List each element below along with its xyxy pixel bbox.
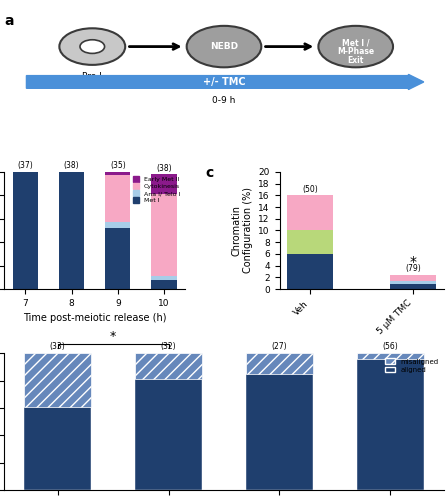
Y-axis label: Chromatin
Configuration (%): Chromatin Configuration (%) — [231, 188, 253, 274]
Bar — [151, 194, 177, 276]
Circle shape — [319, 26, 393, 68]
Bar — [105, 222, 130, 228]
Bar — [287, 196, 333, 230]
Legend: Early Met II, Cytokinesis, Ana I/ Telo I, Met I: Early Met II, Cytokinesis, Ana I/ Telo I… — [132, 175, 182, 204]
Bar — [151, 280, 177, 289]
Text: M-Phase: M-Phase — [337, 48, 374, 56]
Bar — [390, 275, 436, 281]
Bar — [357, 354, 423, 359]
Text: (56): (56) — [383, 342, 398, 351]
Circle shape — [80, 40, 104, 54]
Bar — [13, 172, 38, 289]
Text: Met I /: Met I / — [342, 38, 370, 48]
Text: Exit: Exit — [348, 56, 364, 65]
Bar — [287, 230, 333, 254]
X-axis label: Time post-meiotic release (h): Time post-meiotic release (h) — [23, 314, 166, 324]
Bar — [390, 281, 436, 284]
FancyArrow shape — [26, 74, 424, 90]
Text: (35): (35) — [110, 161, 125, 170]
Text: NEBD: NEBD — [210, 42, 238, 51]
Text: *: * — [409, 254, 417, 268]
Bar — [135, 354, 202, 380]
Bar — [357, 359, 423, 490]
Text: *: * — [110, 330, 116, 343]
Text: (27): (27) — [271, 342, 287, 351]
Bar — [151, 174, 177, 194]
Text: (38): (38) — [64, 161, 79, 170]
Bar — [105, 228, 130, 289]
Text: (79): (79) — [405, 264, 421, 273]
Text: a: a — [4, 14, 14, 28]
Bar — [105, 172, 130, 176]
Circle shape — [59, 28, 125, 65]
Legend: misaligned, aligned: misaligned, aligned — [383, 357, 440, 374]
Bar — [151, 276, 177, 280]
Text: (37): (37) — [17, 161, 33, 170]
Text: (38): (38) — [156, 164, 172, 172]
Text: (50): (50) — [302, 184, 318, 194]
Bar — [25, 406, 91, 490]
Text: +/- TMC: +/- TMC — [202, 77, 246, 87]
Bar — [390, 284, 436, 289]
Bar — [135, 380, 202, 490]
Bar — [105, 176, 130, 222]
Text: (33): (33) — [50, 342, 65, 351]
Bar — [287, 254, 333, 289]
Text: 0-9 h: 0-9 h — [212, 96, 236, 105]
Circle shape — [187, 26, 261, 68]
Bar — [25, 354, 91, 406]
Bar — [59, 172, 84, 289]
Bar — [246, 374, 313, 490]
Text: Pro I: Pro I — [82, 72, 102, 81]
Text: c: c — [206, 166, 214, 180]
Text: (32): (32) — [161, 342, 177, 351]
Bar — [246, 354, 313, 374]
